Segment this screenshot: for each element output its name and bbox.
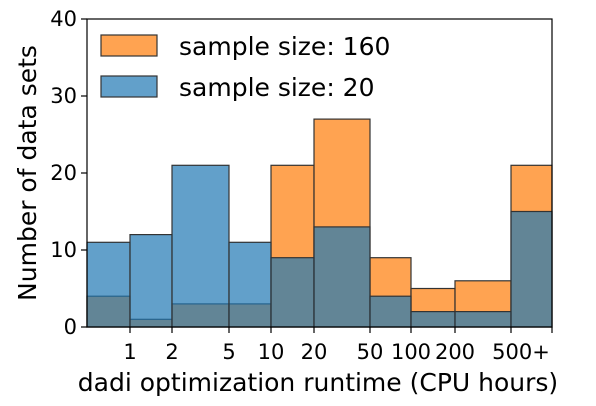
x-tick-label: 2 [165, 340, 178, 364]
bar-sample-20-1 [86, 241, 131, 328]
legend-label-sample-160: sample size: 160 [179, 32, 390, 61]
y-tick-label: 0 [64, 315, 77, 339]
x-tick-label: 200 [435, 340, 475, 364]
legend-swatch-sample-20 [100, 75, 158, 98]
bar-sample-20-3 [171, 164, 230, 328]
bars-layer [86, 118, 553, 328]
x-tick-label: 1 [123, 340, 136, 364]
y-tick-label: 10 [50, 238, 77, 262]
bar-sample-20-8 [410, 311, 456, 328]
bar-sample-20-2 [129, 234, 173, 328]
bar-sample-20-9 [454, 311, 512, 328]
bar-sample-20-6 [313, 226, 371, 328]
bar-sample-20-4 [228, 241, 272, 328]
x-axis-label: dadi optimization runtime (CPU hours) [78, 368, 558, 397]
legend-swatch-sample-160 [100, 34, 158, 57]
bar-sample-20-7 [369, 295, 412, 328]
x-tick-label: 100 [391, 340, 431, 364]
x-tick-label: 5 [222, 340, 235, 364]
x-tick-label: 20 [301, 340, 328, 364]
legend-label-sample-20: sample size: 20 [179, 73, 375, 102]
y-tick-label: 40 [50, 7, 77, 31]
x-tick-label: 50 [357, 340, 384, 364]
x-tick-label: 500+ [492, 340, 550, 364]
bar-sample-20-5 [270, 257, 315, 328]
axes-layer: 0 10 20 30 40 1 2 5 10 20 50 100 200 500+ [50, 7, 553, 364]
legend: sample size: 160 sample size: 20 [100, 32, 390, 102]
y-tick-label: 20 [50, 161, 77, 185]
y-axis-label: Number of data sets [13, 45, 42, 301]
bar-sample-20-10 [510, 210, 553, 328]
y-tick-label: 30 [50, 84, 77, 108]
x-tick-label: 10 [258, 340, 285, 364]
